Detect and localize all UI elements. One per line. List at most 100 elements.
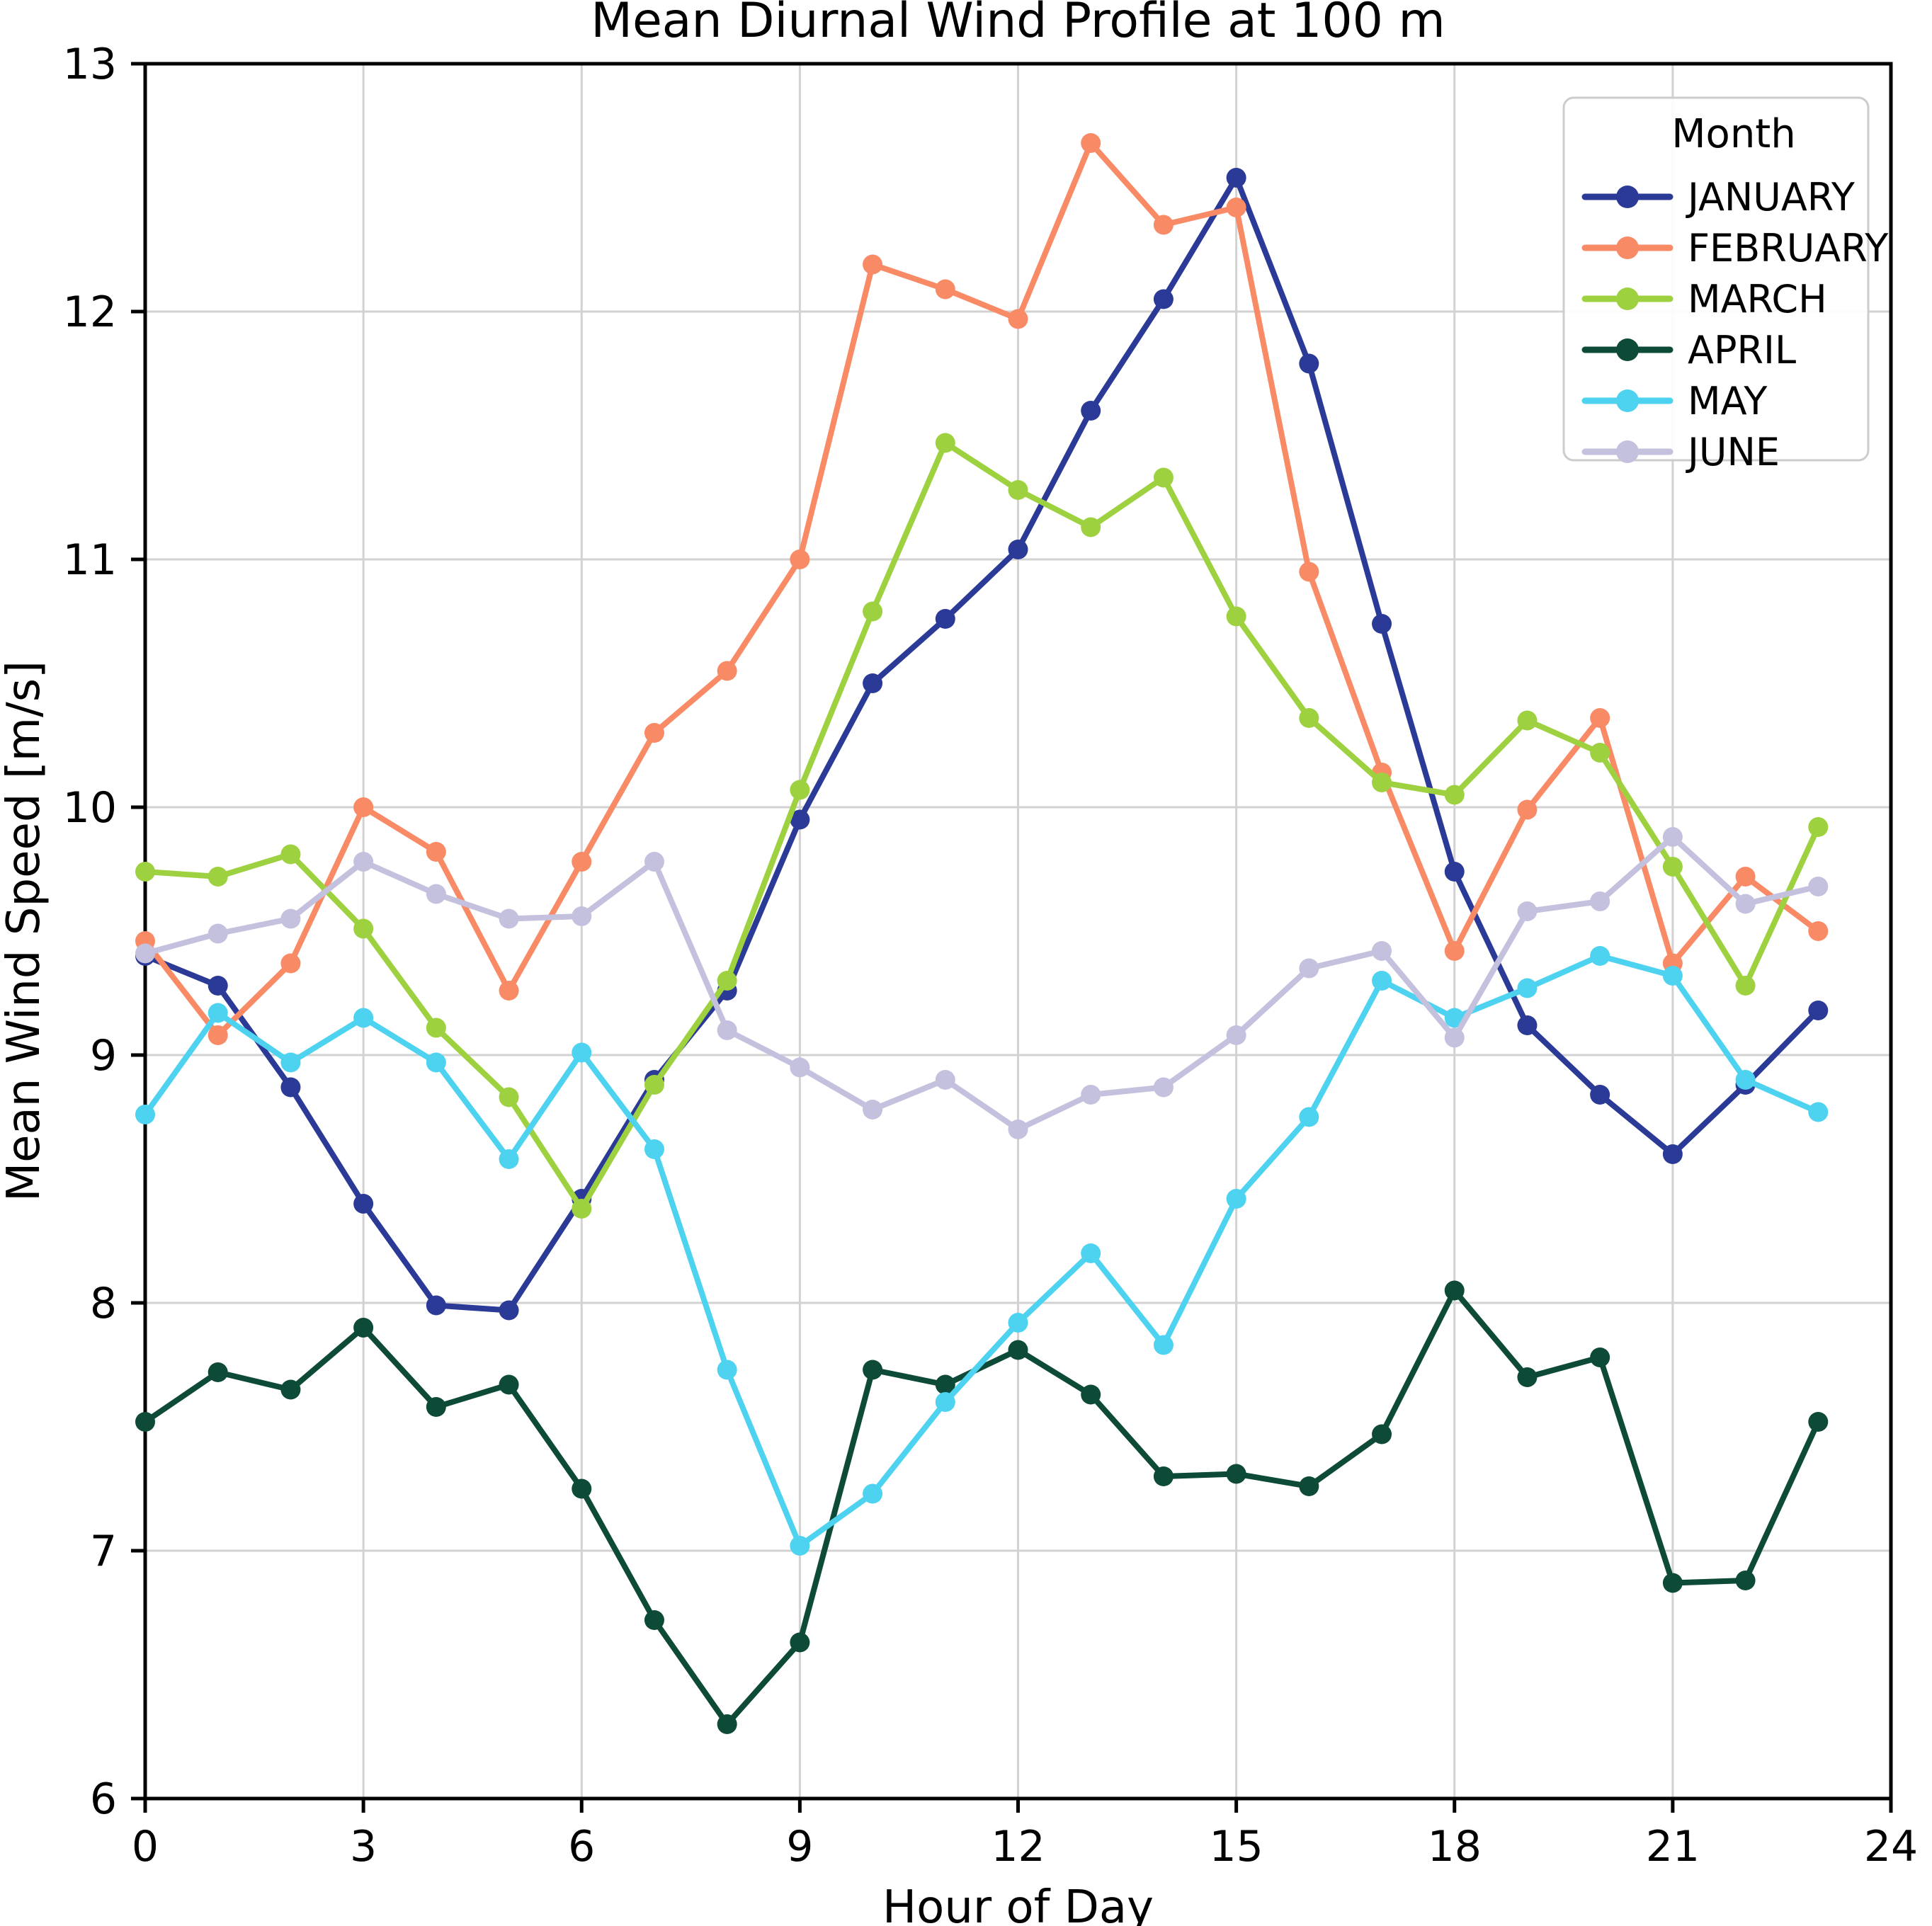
series-marker-march: [1662, 857, 1683, 877]
y-tick-label: 8: [90, 1279, 117, 1328]
series-marker-february: [790, 549, 810, 569]
series-marker-february: [1808, 921, 1829, 941]
x-tick-label: 24: [1864, 1822, 1918, 1871]
series-marker-april: [499, 1374, 519, 1395]
series-marker-may: [208, 1003, 228, 1023]
legend-swatch-marker: [1616, 389, 1639, 412]
series-marker-april: [1590, 1347, 1610, 1367]
series-marker-april: [1662, 1573, 1683, 1593]
series-marker-february: [1735, 867, 1756, 887]
series-marker-june: [426, 884, 446, 904]
series-marker-may: [1517, 978, 1538, 998]
series-marker-april: [644, 1610, 664, 1630]
series-marker-january: [280, 1077, 301, 1098]
y-tick-label: 11: [63, 535, 117, 585]
legend-label-january: JANUARY: [1686, 175, 1856, 220]
legend-label-may: MAY: [1688, 379, 1768, 423]
series-marker-february: [717, 661, 737, 681]
series-marker-february: [1081, 133, 1101, 153]
legend-swatch-marker: [1616, 186, 1639, 208]
series-marker-april: [863, 1360, 883, 1380]
series-marker-june: [1590, 891, 1610, 911]
series-marker-february: [1517, 799, 1538, 820]
series-marker-april: [1517, 1367, 1538, 1387]
series-marker-may: [717, 1360, 737, 1380]
series-marker-may: [1735, 1070, 1756, 1090]
series-marker-june: [499, 908, 519, 929]
series-marker-april: [790, 1632, 810, 1653]
series-marker-june: [863, 1100, 883, 1119]
y-tick-label: 7: [90, 1527, 117, 1576]
series-marker-february: [1153, 215, 1174, 235]
series-marker-april: [1153, 1466, 1174, 1486]
series-marker-march: [1590, 743, 1610, 763]
series-marker-march: [1372, 773, 1392, 792]
series-marker-june: [135, 943, 155, 964]
legend-swatch-marker: [1616, 338, 1639, 361]
y-tick-label: 13: [63, 40, 117, 89]
series-marker-june: [1372, 941, 1392, 961]
y-tick-label: 9: [90, 1031, 117, 1081]
series-marker-january: [1299, 353, 1319, 374]
series-marker-january: [426, 1295, 446, 1316]
series-marker-february: [1299, 562, 1319, 582]
series-marker-april: [1226, 1464, 1246, 1484]
legend-swatch-marker: [1616, 287, 1639, 310]
series-marker-june: [208, 923, 228, 944]
series-marker-april: [426, 1397, 446, 1417]
series-marker-may: [935, 1392, 955, 1412]
series-marker-june: [1226, 1025, 1246, 1045]
series-marker-may: [1808, 1102, 1829, 1122]
x-tick-label: 0: [132, 1822, 159, 1871]
series-marker-april: [1081, 1384, 1101, 1405]
chart-title: Mean Diurnal Wind Profile at 100 m: [591, 0, 1445, 49]
series-marker-may: [1226, 1189, 1246, 1209]
x-tick-label: 6: [568, 1822, 595, 1871]
series-marker-february: [572, 852, 592, 872]
series-marker-may: [1008, 1313, 1028, 1333]
series-marker-june: [644, 852, 664, 872]
series-marker-february: [1008, 309, 1028, 329]
series-marker-april: [1735, 1571, 1756, 1590]
series-marker-april: [935, 1374, 955, 1395]
legend-label-march: MARCH: [1688, 277, 1827, 321]
series-marker-january: [353, 1194, 374, 1214]
series-marker-january: [208, 976, 228, 996]
y-tick-label: 6: [90, 1774, 117, 1824]
series-marker-march: [208, 867, 228, 887]
y-axis-label: Mean Wind Speed [m/s]: [0, 661, 50, 1202]
series-marker-may: [1372, 971, 1392, 991]
series-line-june: [142, 834, 1822, 1132]
series-marker-january: [1590, 1085, 1610, 1105]
series-marker-may: [1081, 1243, 1101, 1263]
series-marker-june: [1153, 1077, 1174, 1098]
series-marker-may: [644, 1139, 664, 1159]
series-marker-march: [1226, 606, 1246, 627]
series-marker-january: [790, 809, 810, 830]
series-line-january: [142, 175, 1822, 1314]
series-marker-april: [280, 1379, 301, 1400]
series-marker-june: [1444, 1027, 1465, 1048]
series-marker-february: [353, 797, 374, 817]
series-marker-june: [1808, 877, 1829, 896]
series-marker-february: [208, 1025, 228, 1045]
series-marker-february: [499, 981, 519, 1001]
series-line-march: [142, 440, 1822, 1212]
series-marker-may: [426, 1052, 446, 1073]
series-marker-march: [1081, 517, 1101, 537]
series-marker-march: [1517, 710, 1538, 731]
series-marker-june: [935, 1070, 955, 1090]
series-marker-march: [790, 780, 810, 800]
series-marker-february: [426, 842, 446, 862]
series-line-april: [142, 1287, 1822, 1727]
series-marker-april: [572, 1478, 592, 1499]
series-marker-june: [1517, 901, 1538, 921]
series-marker-january: [935, 609, 955, 629]
series-marker-march: [135, 862, 155, 882]
x-tick-label: 21: [1646, 1822, 1700, 1871]
series-line-may: [142, 953, 1822, 1549]
series-marker-may: [1444, 1008, 1465, 1028]
series-marker-may: [353, 1008, 374, 1028]
series-marker-june: [1081, 1085, 1101, 1105]
